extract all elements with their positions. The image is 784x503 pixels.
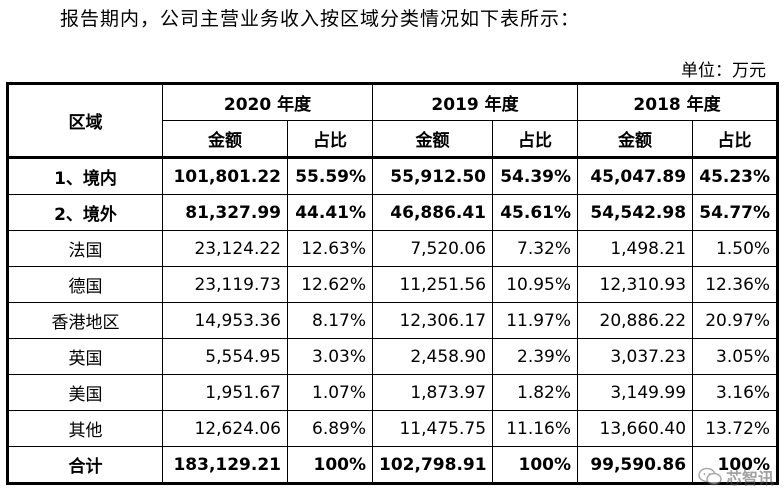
ratio-cell: 3.05% bbox=[692, 338, 780, 375]
region-cell: 其他 bbox=[6, 410, 163, 447]
ratio-cell: 1.82% bbox=[492, 374, 579, 411]
ratio-cell: 12.63% bbox=[286, 230, 374, 267]
ratio-cell: 20.97% bbox=[692, 302, 780, 339]
watermark: 芯智讯 bbox=[698, 465, 774, 489]
amount-cell: 23,119.73 bbox=[162, 266, 288, 303]
wechat-icon bbox=[698, 467, 722, 486]
region-cell: 英国 bbox=[6, 338, 163, 375]
amount-cell: 1,498.21 bbox=[577, 230, 694, 267]
amount-cell: 23,124.22 bbox=[162, 230, 288, 267]
ratio-cell: 54.39% bbox=[492, 156, 579, 195]
table-row: 英国 5,554.95 3.03% 2,458.90 2.39% 3,037.23 3.05… bbox=[6, 338, 780, 375]
amount-cell: 2,458.90 bbox=[372, 338, 494, 375]
amount-cell: 3,037.23 bbox=[577, 338, 694, 375]
intro-text: 报告期内，公司主营业务收入按区域分类情况如下表所示： bbox=[60, 8, 581, 30]
amount-cell: 14,953.36 bbox=[162, 302, 288, 339]
ratio-cell: 1.50% bbox=[692, 230, 780, 267]
ratio-cell: 100% bbox=[286, 446, 374, 485]
ratio-cell: 10.95% bbox=[492, 266, 579, 303]
table-row: 法国 23,124.22 12.63% 7,520.06 7.32% 1,498.21 1.… bbox=[6, 230, 780, 267]
amount-cell: 55,912.50 bbox=[372, 156, 494, 195]
amount-cell: 12,306.17 bbox=[372, 302, 494, 339]
unit-label: 单位：万元 bbox=[681, 61, 766, 81]
region-cell: 2、境外 bbox=[6, 194, 163, 231]
ratio-cell: 13.72% bbox=[692, 410, 780, 447]
amount-cell: 11,251.56 bbox=[372, 266, 494, 303]
year-header-2019: 2019 年度 bbox=[372, 82, 579, 121]
amount-cell: 3,149.99 bbox=[577, 374, 694, 411]
ratio-cell: 2.39% bbox=[492, 338, 579, 375]
amount-header: 金额 bbox=[372, 120, 494, 158]
amount-cell: 45,047.89 bbox=[577, 156, 694, 195]
ratio-header: 占比 bbox=[286, 120, 374, 158]
amount-cell: 1,873.97 bbox=[372, 374, 494, 411]
ratio-cell: 45.23% bbox=[692, 156, 780, 195]
table-row: 香港地区 14,953.36 8.17% 12,306.17 11.97% 20,886.… bbox=[6, 302, 780, 339]
amount-cell: 99,590.86 bbox=[577, 446, 694, 485]
amount-cell: 183,129.21 bbox=[162, 446, 288, 485]
amount-cell: 101,801.22 bbox=[162, 156, 288, 195]
ratio-cell: 11.97% bbox=[492, 302, 579, 339]
amount-cell: 12,310.93 bbox=[577, 266, 694, 303]
table-row: 德国 23,119.73 12.62% 11,251.56 10.95% 12,310.9… bbox=[6, 266, 780, 303]
ratio-header: 占比 bbox=[492, 120, 579, 158]
ratio-cell: 3.03% bbox=[286, 338, 374, 375]
ratio-cell: 44.41% bbox=[286, 194, 374, 231]
region-cell: 香港地区 bbox=[6, 302, 163, 339]
revenue-by-region-table: 区域 2020 年度 2019 年度 2018 年度 金额 占比 金额 占比 金… bbox=[6, 82, 780, 485]
amount-cell: 5,554.95 bbox=[162, 338, 288, 375]
amount-cell: 12,624.06 bbox=[162, 410, 288, 447]
ratio-cell: 45.61% bbox=[492, 194, 579, 231]
table-row: 1、境内 101,801.22 55.59% 55,912.50 54.39% 45,04… bbox=[6, 156, 780, 195]
ratio-cell: 12.36% bbox=[692, 266, 780, 303]
table-row: 2、境外 81,327.99 44.41% 46,886.41 45.61% 54,542… bbox=[6, 194, 780, 231]
watermark-text: 芯智讯 bbox=[725, 469, 774, 488]
region-cell: 德国 bbox=[6, 266, 163, 303]
ratio-cell: 8.17% bbox=[286, 302, 374, 339]
ratio-cell: 54.77% bbox=[692, 194, 780, 231]
year-header-2018: 2018 年度 bbox=[577, 82, 780, 121]
amount-cell: 102,798.91 bbox=[372, 446, 494, 485]
ratio-cell: 6.89% bbox=[286, 410, 374, 447]
ratio-cell: 12.62% bbox=[286, 266, 374, 303]
ratio-cell: 55.59% bbox=[286, 156, 374, 195]
region-cell: 合计 bbox=[6, 446, 163, 485]
ratio-cell: 3.16% bbox=[692, 374, 780, 411]
amount-header: 金额 bbox=[162, 120, 288, 158]
amount-cell: 1,951.67 bbox=[162, 374, 288, 411]
amount-cell: 13,660.40 bbox=[577, 410, 694, 447]
ratio-cell: 100% bbox=[492, 446, 579, 485]
region-header: 区域 bbox=[6, 82, 163, 158]
amount-cell: 11,475.75 bbox=[372, 410, 494, 447]
amount-cell: 46,886.41 bbox=[372, 194, 494, 231]
amount-cell: 20,886.22 bbox=[577, 302, 694, 339]
amount-cell: 81,327.99 bbox=[162, 194, 288, 231]
region-cell: 美国 bbox=[6, 374, 163, 411]
year-header-2020: 2020 年度 bbox=[161, 82, 374, 121]
amount-cell: 7,520.06 bbox=[372, 230, 494, 267]
ratio-cell: 7.32% bbox=[492, 230, 579, 267]
ratio-cell: 11.16% bbox=[492, 410, 579, 447]
table-row: 美国 1,951.67 1.07% 1,873.97 1.82% 3,149.99 3.16… bbox=[6, 374, 780, 411]
amount-header: 金额 bbox=[577, 120, 694, 158]
table-row: 其他 12,624.06 6.89% 11,475.75 11.16% 13,660.40… bbox=[6, 410, 780, 447]
ratio-header: 占比 bbox=[692, 120, 780, 158]
table-row: 合计 183,129.21 100% 102,798.91 100% 99,590.86 1… bbox=[6, 446, 780, 485]
region-cell: 法国 bbox=[6, 230, 163, 267]
amount-cell: 54,542.98 bbox=[577, 194, 694, 231]
region-cell: 1、境内 bbox=[6, 156, 163, 195]
ratio-cell: 1.07% bbox=[286, 374, 374, 411]
